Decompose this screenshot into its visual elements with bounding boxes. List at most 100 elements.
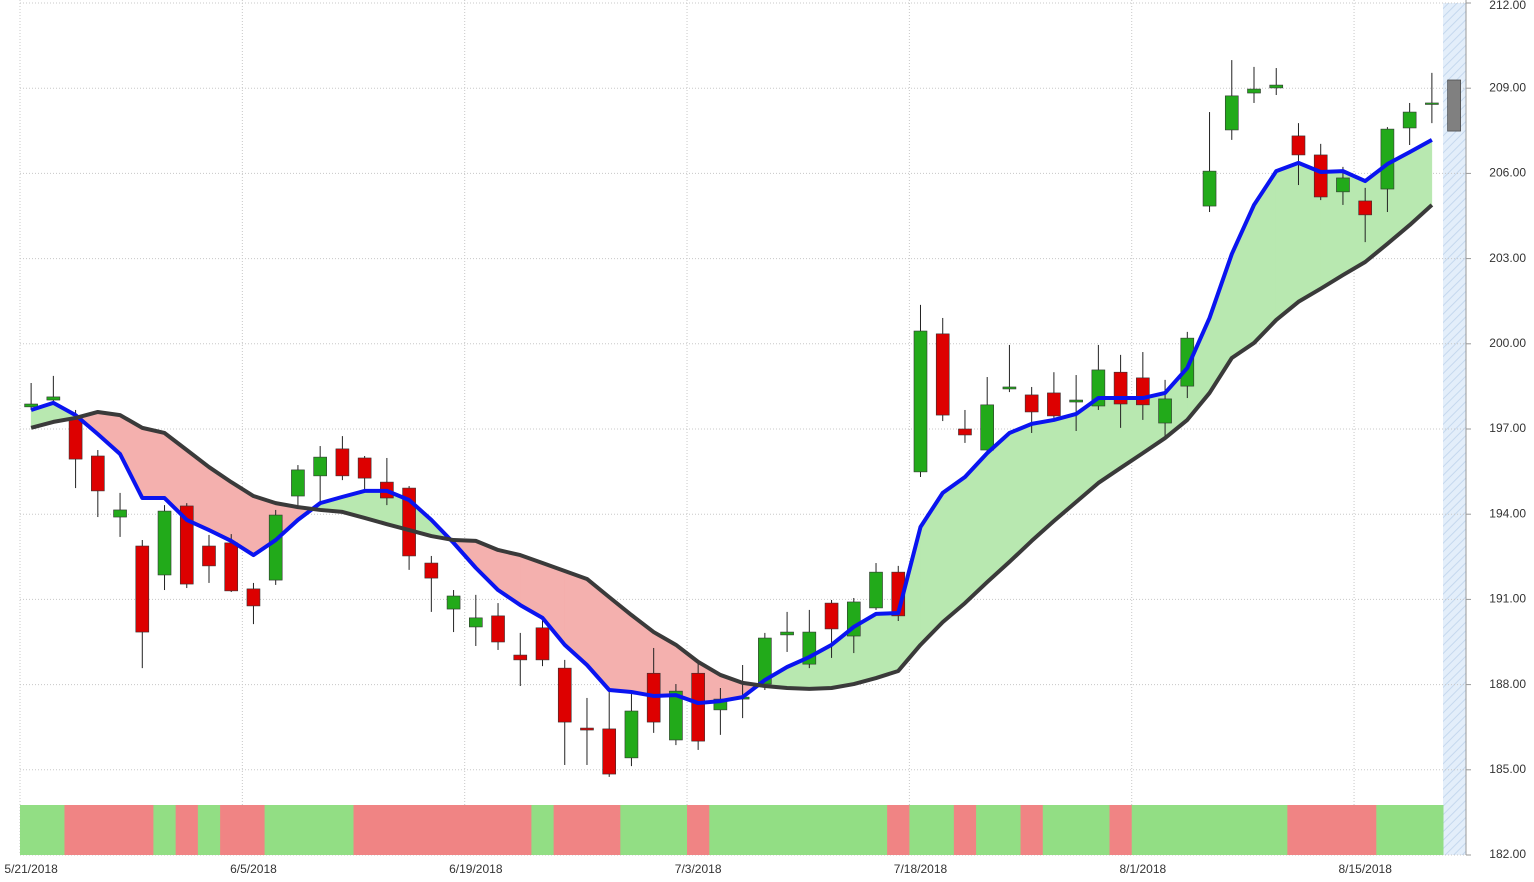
y-tick-label: 203.00: [1489, 251, 1526, 265]
y-tick-label: 209.00: [1489, 80, 1526, 94]
candle-body: [1002, 386, 1017, 390]
y-tick-label: 191.00: [1489, 592, 1526, 606]
candle-body: [224, 542, 239, 592]
x-tick-label: 7/18/2018: [894, 862, 948, 876]
trend-band: [220, 805, 243, 855]
trend-band: [1309, 805, 1333, 855]
trend-band: [486, 805, 510, 855]
trend-band: [864, 805, 888, 855]
trend-band: [20, 805, 43, 855]
candle-body: [980, 404, 994, 451]
candle-body: [313, 456, 327, 477]
candle-body: [935, 333, 950, 416]
trend-band: [420, 805, 443, 855]
trend-band: [153, 805, 177, 855]
candle-body: [1447, 79, 1461, 132]
trend-band: [1265, 805, 1288, 855]
trend-band: [1042, 805, 1066, 855]
trend-band: [998, 805, 1022, 855]
candle-body: [1224, 95, 1239, 131]
trend-band: [375, 805, 399, 855]
trend-band: [86, 805, 110, 855]
x-tick-label: 6/19/2018: [449, 862, 503, 876]
trend-band: [242, 805, 266, 855]
candle-body: [1136, 377, 1150, 406]
trend-band: [42, 805, 65, 855]
trend-band: [1354, 805, 1377, 855]
trend-band: [1065, 805, 1088, 855]
y-tick-label: 182.00: [1489, 847, 1526, 861]
candle-body: [580, 727, 594, 731]
candle-body: [1047, 392, 1061, 417]
candle-body: [291, 469, 305, 497]
trend-band: [731, 805, 755, 855]
candle-body: [157, 510, 172, 576]
trend-band: [1242, 805, 1266, 855]
y-tick-label: 185.00: [1489, 762, 1526, 776]
trend-band: [1176, 805, 1199, 855]
candle-body: [1336, 177, 1350, 193]
trend-band: [842, 805, 866, 855]
y-tick-label: 197.00: [1489, 421, 1526, 435]
candle-body: [1380, 128, 1395, 190]
candle-body: [68, 417, 83, 460]
trend-band: [286, 805, 310, 855]
trend-band: [264, 805, 288, 855]
candle-body: [24, 403, 38, 408]
moving-average: [30, 138, 1433, 706]
trend-band: [575, 805, 599, 855]
ma-fill: [920, 492, 943, 646]
trend-band: [1287, 805, 1311, 855]
trend-band: [953, 805, 977, 855]
candle-body: [91, 455, 105, 492]
trend-band: [1020, 805, 1044, 855]
candle-body: [424, 562, 439, 579]
candle-body: [1202, 170, 1217, 207]
candle-body: [669, 690, 683, 741]
trend-band: [775, 805, 799, 855]
trend-band: [531, 805, 555, 855]
candle-body: [1425, 102, 1439, 105]
trend-band: [1420, 805, 1444, 855]
trend-band: [397, 805, 421, 855]
trend-band: [175, 805, 199, 855]
trend-band: [1131, 805, 1155, 855]
candle-body: [113, 509, 127, 518]
trend-band: [331, 805, 355, 855]
trend-band: [753, 805, 777, 855]
trend-band: [1198, 805, 1222, 855]
trend-band: [1153, 805, 1177, 855]
trend-band: [1220, 805, 1244, 855]
trend-band: [64, 805, 88, 855]
trend-band: [664, 805, 688, 855]
candle-body: [357, 457, 372, 479]
candle-body: [513, 654, 528, 661]
candle-body: [624, 710, 639, 759]
candle-body: [1069, 399, 1083, 403]
candle-body: [1158, 398, 1172, 424]
candle-body: [602, 728, 617, 775]
ma-fill: [142, 427, 165, 499]
trend-band: [620, 805, 644, 855]
ma-fill: [875, 612, 899, 679]
x-tick-label: 5/21/2018: [4, 862, 58, 876]
trend-band: [464, 805, 488, 855]
ma-fill: [97, 411, 121, 455]
candle-body: [268, 514, 283, 581]
trend-band: [820, 805, 844, 855]
trend-band: [1376, 805, 1400, 855]
candle-body: [1247, 88, 1261, 94]
y-tick-label: 212.00: [1489, 0, 1526, 12]
y-tick-label: 194.00: [1489, 506, 1526, 520]
candle-body: [46, 396, 61, 401]
trend-band: [131, 805, 154, 855]
candle-body: [869, 571, 883, 609]
y-tick-label: 206.00: [1489, 166, 1526, 180]
trend-band: [1331, 805, 1355, 855]
candle-body: [202, 545, 216, 567]
candle-body: [491, 615, 505, 643]
candle-body: [535, 627, 550, 661]
candle-body: [1291, 135, 1306, 156]
